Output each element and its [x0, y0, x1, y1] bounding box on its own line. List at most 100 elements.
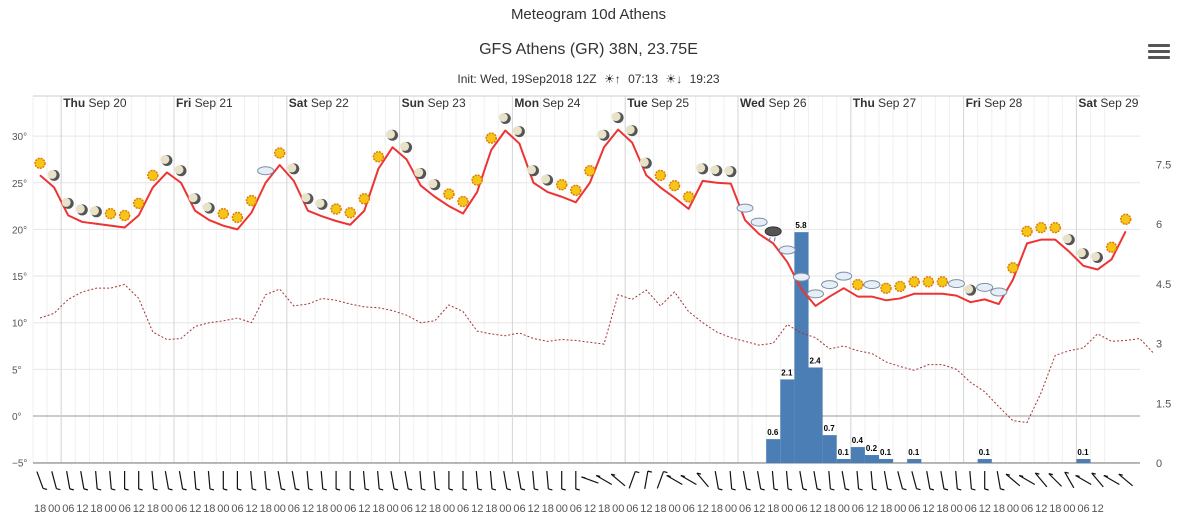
precip-bar — [977, 459, 992, 463]
wind-barb-flag — [611, 473, 616, 476]
wind-barb-flag — [1091, 472, 1096, 475]
sun-icon — [118, 209, 131, 222]
wind-barb — [532, 470, 535, 490]
x-tick-label: 12 — [302, 503, 314, 515]
x-tick-label: 12 — [1092, 503, 1104, 515]
moon-icon-face — [1091, 252, 1100, 262]
moon-icon-face — [1062, 234, 1072, 244]
wind-barb — [714, 471, 719, 489]
wind-barb — [1034, 472, 1048, 488]
x-tick-label: 06 — [457, 503, 469, 515]
wind-barb-flag — [56, 488, 61, 491]
x-tick-label: 06 — [62, 503, 74, 515]
y-tick-label-right: 1.5 — [1156, 398, 1171, 410]
x-tick-label: 12 — [1035, 503, 1047, 515]
sun-icon — [555, 178, 568, 191]
x-tick-label: 00 — [556, 503, 568, 515]
wind-barb-flag — [581, 476, 586, 479]
x-tick-label: 06 — [965, 503, 977, 515]
sun-icon — [132, 197, 145, 210]
wind-barb — [955, 470, 958, 490]
y-tick-label-left: 10° — [12, 319, 27, 330]
x-tick-label: 06 — [908, 503, 920, 515]
wind-barb-flag — [666, 474, 671, 478]
sun-icon — [1119, 213, 1132, 226]
precip-bar — [836, 459, 851, 463]
y-tick-label-right: 7.5 — [1156, 160, 1171, 172]
x-tick-label: 00 — [105, 503, 117, 515]
wind-barb-flag — [929, 488, 935, 491]
precip-data-label: 0.1 — [979, 448, 991, 457]
sun-icon — [584, 165, 596, 177]
wind-barb — [996, 471, 1001, 489]
wind-barb-flag — [124, 488, 129, 491]
init-text: Init: Wed, 19Sep2018 12Z — [457, 72, 597, 86]
x-tick-label: 18 — [711, 503, 723, 515]
wind-barb-flag — [408, 488, 413, 491]
x-tick-label: 00 — [443, 503, 455, 515]
wind-barb — [813, 471, 818, 489]
hamburger-menu-icon[interactable] — [1148, 44, 1170, 64]
wind-barb — [828, 470, 831, 490]
wind-barb-flag — [111, 488, 116, 491]
wind-barb — [926, 471, 931, 489]
cloud-icon — [257, 166, 275, 176]
moon-icon-face — [287, 163, 297, 173]
moon-icon-face — [611, 112, 621, 122]
moon-icon-face — [597, 129, 607, 139]
wind-barb-flag — [858, 488, 863, 491]
wind-barb-flag — [195, 488, 201, 491]
moon-icon-face — [527, 165, 536, 175]
wind-barb — [799, 471, 804, 489]
sunset-time: 19:23 — [689, 72, 720, 86]
moon-icon-face — [639, 157, 649, 167]
sun-icon — [1021, 225, 1033, 238]
wind-barb-flag — [364, 488, 370, 491]
precip-bar — [864, 455, 879, 463]
x-tick-label: 06 — [626, 503, 638, 515]
x-tick-label: 12 — [471, 503, 483, 515]
moon-icon-face — [498, 113, 508, 123]
x-tick-label: 12 — [922, 503, 934, 515]
precip-data-label: 0.4 — [852, 436, 864, 445]
cloud-icon — [976, 282, 994, 292]
wind-barb — [250, 470, 253, 490]
wind-barb-flag — [462, 488, 468, 491]
wind-barb — [546, 470, 549, 490]
x-tick-label: 12 — [810, 503, 822, 515]
sun-icon — [682, 191, 695, 203]
rain-drop — [773, 237, 776, 242]
wind-barb — [1048, 473, 1062, 487]
wind-barb — [475, 470, 479, 490]
precip-data-label: 2.4 — [810, 356, 822, 365]
sun-icon — [372, 151, 385, 163]
x-tick-label: 18 — [147, 503, 159, 515]
wind-barb-flag — [957, 488, 962, 491]
wind-barb — [729, 470, 733, 490]
precip-data-label: 0.1 — [838, 448, 850, 457]
wind-barb-flag — [153, 488, 158, 491]
wind-barb-flag — [209, 488, 215, 491]
sun-icon — [344, 206, 356, 219]
precip-data-label: 0.1 — [1077, 448, 1089, 457]
chart-subtitle: GFS Athens (GR) 38N, 23.75E — [479, 41, 698, 58]
y-tick-label-left: 15° — [12, 272, 27, 283]
wind-barb-flag — [281, 488, 286, 491]
wind-barb-flag — [42, 487, 48, 491]
x-tick-label: 12 — [528, 503, 540, 515]
y-tick-label-right: 4.5 — [1156, 279, 1171, 291]
wind-barb-flag — [223, 488, 228, 491]
sun-icon — [668, 179, 681, 192]
sun-icon — [654, 169, 667, 182]
sun-icon — [358, 192, 371, 205]
wind-barb — [756, 471, 762, 489]
cloud-icon — [778, 245, 796, 255]
wind-barb — [1064, 471, 1075, 489]
sun-icon — [1049, 221, 1061, 234]
precip-bar — [766, 439, 781, 463]
sun-icon — [330, 203, 342, 215]
day-label: Sat Sep 22 — [289, 96, 349, 110]
precip-bar — [1076, 459, 1091, 463]
wind-barb — [419, 470, 423, 490]
